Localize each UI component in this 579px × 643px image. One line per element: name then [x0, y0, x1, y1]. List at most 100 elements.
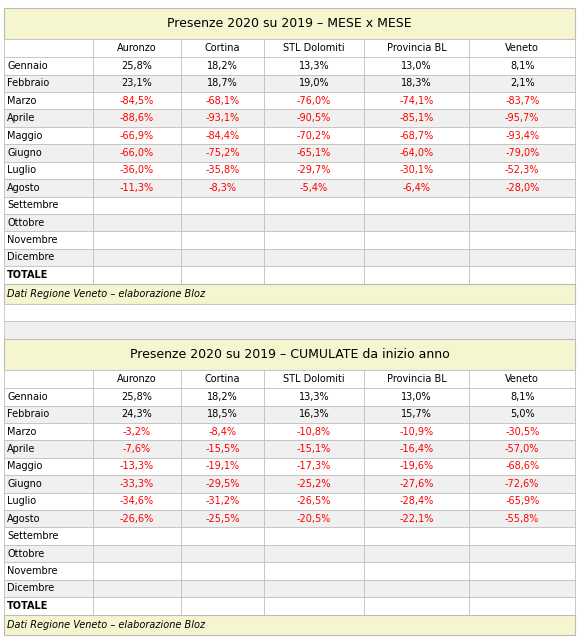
Text: -83,7%: -83,7%: [505, 96, 539, 105]
Text: Novembre: Novembre: [7, 566, 57, 576]
Text: Provincia BL: Provincia BL: [387, 374, 446, 384]
Text: -84,4%: -84,4%: [206, 131, 240, 141]
Text: -70,2%: -70,2%: [296, 131, 331, 141]
Text: -55,8%: -55,8%: [505, 514, 540, 523]
Text: 19,0%: 19,0%: [298, 78, 329, 88]
Text: -79,0%: -79,0%: [505, 148, 539, 158]
Text: 23,1%: 23,1%: [122, 78, 152, 88]
Text: -34,6%: -34,6%: [120, 496, 154, 506]
Text: -75,2%: -75,2%: [205, 148, 240, 158]
Text: Agosto: Agosto: [7, 183, 41, 193]
Text: -30,5%: -30,5%: [505, 427, 539, 437]
Text: -7,6%: -7,6%: [123, 444, 151, 454]
Text: 18,3%: 18,3%: [401, 78, 432, 88]
Text: Veneto: Veneto: [505, 43, 539, 53]
Text: 18,2%: 18,2%: [207, 61, 238, 71]
Text: -57,0%: -57,0%: [505, 444, 540, 454]
Text: -13,3%: -13,3%: [120, 462, 154, 471]
Text: -95,7%: -95,7%: [505, 113, 540, 123]
Text: STL Dolomiti: STL Dolomiti: [283, 43, 345, 53]
Text: Luglio: Luglio: [7, 165, 36, 176]
Text: 13,3%: 13,3%: [298, 392, 329, 402]
Text: Dati Regione Veneto – elaborazione Bloz: Dati Regione Veneto – elaborazione Bloz: [7, 289, 205, 299]
Text: Gennaio: Gennaio: [7, 61, 47, 71]
Text: 18,2%: 18,2%: [207, 392, 238, 402]
Text: Febbraio: Febbraio: [7, 409, 49, 419]
Text: -68,1%: -68,1%: [206, 96, 240, 105]
Text: -25,2%: -25,2%: [296, 479, 331, 489]
Text: Maggio: Maggio: [7, 462, 42, 471]
Text: Maggio: Maggio: [7, 131, 42, 141]
Text: -28,4%: -28,4%: [400, 496, 434, 506]
Text: -90,5%: -90,5%: [296, 113, 331, 123]
Text: -26,5%: -26,5%: [296, 496, 331, 506]
Text: 13,0%: 13,0%: [401, 392, 432, 402]
Text: Aprile: Aprile: [7, 113, 35, 123]
Text: Ottobre: Ottobre: [7, 548, 44, 559]
Text: -6,4%: -6,4%: [402, 183, 431, 193]
Text: -29,5%: -29,5%: [205, 479, 240, 489]
Text: -68,6%: -68,6%: [505, 462, 539, 471]
Text: Presenze 2020 su 2019 – CUMULATE da inizio anno: Presenze 2020 su 2019 – CUMULATE da iniz…: [130, 348, 449, 361]
Text: Giugno: Giugno: [7, 479, 42, 489]
Text: Marzo: Marzo: [7, 427, 36, 437]
Text: Novembre: Novembre: [7, 235, 57, 245]
Text: 25,8%: 25,8%: [122, 392, 152, 402]
Text: 13,3%: 13,3%: [298, 61, 329, 71]
Text: -3,2%: -3,2%: [123, 427, 151, 437]
Text: -15,5%: -15,5%: [205, 444, 240, 454]
Text: Marzo: Marzo: [7, 96, 36, 105]
Text: Auronzo: Auronzo: [117, 374, 156, 384]
Text: -52,3%: -52,3%: [505, 165, 540, 176]
Text: 8,1%: 8,1%: [510, 392, 534, 402]
Text: -35,8%: -35,8%: [206, 165, 240, 176]
Text: -74,1%: -74,1%: [400, 96, 434, 105]
Text: -15,1%: -15,1%: [296, 444, 331, 454]
Text: Presenze 2020 su 2019 – MESE x MESE: Presenze 2020 su 2019 – MESE x MESE: [167, 17, 412, 30]
Text: Gennaio: Gennaio: [7, 392, 47, 402]
Text: -8,4%: -8,4%: [208, 427, 236, 437]
Text: -17,3%: -17,3%: [296, 462, 331, 471]
Text: -66,9%: -66,9%: [120, 131, 154, 141]
Text: Veneto: Veneto: [505, 374, 539, 384]
Text: -26,6%: -26,6%: [120, 514, 154, 523]
Text: -31,2%: -31,2%: [206, 496, 240, 506]
Text: 8,1%: 8,1%: [510, 61, 534, 71]
Text: 15,7%: 15,7%: [401, 409, 432, 419]
Text: -64,0%: -64,0%: [400, 148, 434, 158]
Text: 25,8%: 25,8%: [122, 61, 152, 71]
Text: Cortina: Cortina: [204, 43, 240, 53]
Text: -19,1%: -19,1%: [206, 462, 240, 471]
Text: Auronzo: Auronzo: [117, 43, 156, 53]
Text: 13,0%: 13,0%: [401, 61, 432, 71]
Text: Dati Regione Veneto – elaborazione Bloz: Dati Regione Veneto – elaborazione Bloz: [7, 620, 205, 629]
Text: -66,0%: -66,0%: [120, 148, 154, 158]
Text: 24,3%: 24,3%: [122, 409, 152, 419]
Text: Ottobre: Ottobre: [7, 217, 44, 228]
Text: -10,8%: -10,8%: [296, 427, 331, 437]
Text: Luglio: Luglio: [7, 496, 36, 506]
Text: -29,7%: -29,7%: [296, 165, 331, 176]
Text: Settembre: Settembre: [7, 200, 58, 210]
Text: -68,7%: -68,7%: [400, 131, 434, 141]
Text: Giugno: Giugno: [7, 148, 42, 158]
Text: -76,0%: -76,0%: [296, 96, 331, 105]
Text: Provincia BL: Provincia BL: [387, 43, 446, 53]
Text: -65,9%: -65,9%: [505, 496, 539, 506]
Text: Settembre: Settembre: [7, 531, 58, 541]
Text: 2,1%: 2,1%: [510, 78, 534, 88]
Text: -88,6%: -88,6%: [120, 113, 154, 123]
Text: -10,9%: -10,9%: [400, 427, 434, 437]
Text: 16,3%: 16,3%: [298, 409, 329, 419]
Text: -8,3%: -8,3%: [208, 183, 236, 193]
Text: TOTALE: TOTALE: [7, 601, 49, 611]
Text: -25,5%: -25,5%: [205, 514, 240, 523]
Text: -5,4%: -5,4%: [300, 183, 328, 193]
Text: TOTALE: TOTALE: [7, 270, 49, 280]
Text: STL Dolomiti: STL Dolomiti: [283, 374, 345, 384]
Text: Aprile: Aprile: [7, 444, 35, 454]
Text: -22,1%: -22,1%: [400, 514, 434, 523]
Text: -27,6%: -27,6%: [400, 479, 434, 489]
Text: -72,6%: -72,6%: [505, 479, 540, 489]
Text: Dicembre: Dicembre: [7, 253, 54, 262]
